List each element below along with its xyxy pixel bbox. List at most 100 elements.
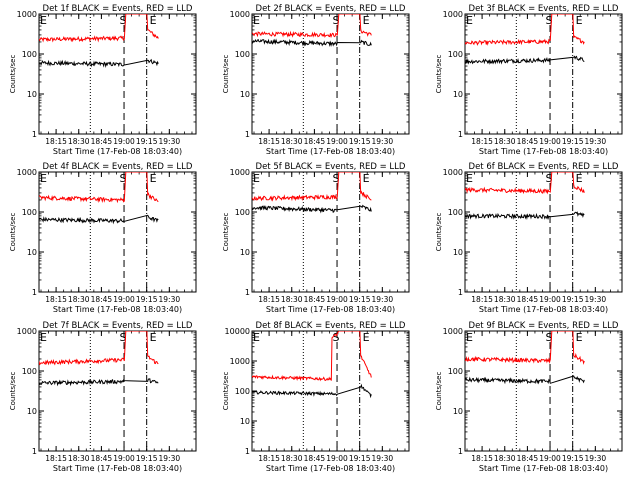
y-tick-label: 1000 (230, 357, 250, 366)
end-marker-label: E (363, 331, 370, 344)
chart-title: Det 1f BLACK = Events, RED = LLD (43, 4, 193, 14)
plot-frame (38, 13, 197, 135)
end-marker-label: E (253, 14, 260, 27)
x-tick-label: 18:30 (68, 137, 90, 146)
y-axis-label: Counts/sec (435, 372, 443, 411)
start-marker-label: S (120, 331, 127, 344)
x-tick-label: 19:00 (326, 454, 348, 463)
end-marker-label: E (466, 331, 473, 344)
x-tick-label: 19:15 (562, 295, 584, 304)
y-tick-label: 10 (240, 90, 250, 99)
x-tick-label: 18:30 (494, 454, 516, 463)
chart-title: Det 6f BLACK = Events, RED = LLD (469, 162, 619, 172)
chart-panel: Det 9f BLACK = Events, RED = LLD 1 10 100 10… (435, 321, 623, 473)
x-tick-label: 18:15 (471, 137, 493, 146)
x-tick-label: 18:45 (304, 454, 326, 463)
x-axis-label: Start Time (17-Feb-08 18:03:40) (266, 464, 395, 473)
x-tick-label: 18:15 (45, 454, 67, 463)
chart-panel: Det 8f BLACK = Events, RED = LLD 1 10 100 10… (222, 321, 410, 473)
chart-panel: Det 2f BLACK = Events, RED = LLD 1 10 100 10… (222, 4, 410, 156)
lld-series-line (39, 14, 159, 43)
lld-series-line (252, 14, 372, 39)
x-tick-label: 18:45 (517, 454, 539, 463)
chart-title: Det 2f BLACK = Events, RED = LLD (256, 4, 406, 14)
y-tick-label: 10 (240, 248, 250, 257)
x-tick-label: 19:30 (159, 454, 181, 463)
chart-title: Det 9f BLACK = Events, RED = LLD (469, 321, 619, 331)
events-series-line (39, 214, 159, 225)
x-axis-label: Start Time (17-Feb-08 18:03:40) (53, 464, 182, 473)
x-tick-label: 18:30 (281, 295, 303, 304)
chart-title: Det 5f BLACK = Events, RED = LLD (256, 162, 406, 172)
end-marker-label: E (363, 14, 370, 27)
x-tick-label: 18:30 (281, 454, 303, 463)
end-marker-label: E (363, 172, 370, 185)
x-tick-label: 18:45 (304, 295, 326, 304)
chart-panel: Det 7f BLACK = Events, RED = LLD 1 10 100 10… (9, 321, 197, 473)
end-marker-label: E (40, 14, 47, 27)
x-tick-label: 18:45 (91, 295, 113, 304)
x-tick-label: 18:45 (304, 137, 326, 146)
chart-panel: Det 5f BLACK = Events, RED = LLD 1 10 100 10… (222, 162, 410, 314)
events-series-line (39, 58, 159, 68)
x-axis-label: Start Time (17-Feb-08 18:03:40) (266, 305, 395, 314)
y-tick-label: 1 (245, 130, 250, 139)
x-tick-label: 18:15 (258, 454, 280, 463)
lld-series-line (465, 14, 585, 46)
y-tick-label: 10000 (225, 327, 250, 336)
x-tick-label: 19:00 (326, 295, 348, 304)
x-tick-label: 19:30 (372, 454, 394, 463)
start-marker-label: S (120, 14, 127, 27)
x-tick-label: 19:30 (159, 137, 181, 146)
y-axis-label: Counts/sec (435, 55, 443, 94)
x-tick-label: 19:15 (136, 137, 158, 146)
lld-series-line (39, 172, 159, 204)
y-axis-label: Counts/sec (222, 213, 230, 252)
x-tick-label: 19:15 (562, 454, 584, 463)
y-tick-label: 1 (245, 288, 250, 297)
x-tick-label: 18:45 (91, 137, 113, 146)
x-tick-label: 19:15 (349, 137, 371, 146)
y-tick-label: 1000 (230, 168, 250, 177)
y-tick-label: 1 (32, 447, 37, 456)
x-tick-label: 18:45 (517, 295, 539, 304)
y-tick-label: 1 (32, 288, 37, 297)
y-tick-label: 100 (22, 50, 37, 59)
y-axis-label: Counts/sec (435, 213, 443, 252)
y-axis-label: Counts/sec (222, 372, 230, 411)
plot-frame (464, 13, 623, 135)
x-tick-label: 18:30 (494, 137, 516, 146)
y-tick-label: 10 (27, 407, 37, 416)
end-marker-label: E (253, 331, 260, 344)
x-tick-label: 18:15 (471, 295, 493, 304)
end-marker-label: E (150, 331, 157, 344)
y-tick-label: 1000 (443, 327, 463, 336)
chart-panel: Det 1f BLACK = Events, RED = LLD 1 10 100 10… (9, 4, 197, 156)
lld-series-line (39, 331, 159, 366)
y-tick-label: 10 (453, 248, 463, 257)
x-tick-label: 19:00 (113, 295, 135, 304)
end-marker-label: E (150, 172, 157, 185)
x-tick-label: 19:30 (585, 295, 607, 304)
lld-series-line (252, 331, 372, 382)
end-marker-label: E (40, 331, 47, 344)
start-marker-label: S (333, 172, 340, 185)
y-tick-label: 1000 (230, 10, 250, 19)
y-tick-label: 1000 (443, 10, 463, 19)
chart-title: Det 3f BLACK = Events, RED = LLD (469, 4, 619, 14)
events-series-line (39, 378, 159, 387)
plot-frame (38, 330, 197, 452)
y-tick-label: 100 (235, 387, 250, 396)
lld-series-line (465, 331, 585, 365)
x-tick-label: 19:30 (372, 137, 394, 146)
x-tick-label: 19:30 (585, 454, 607, 463)
start-marker-label: S (546, 172, 553, 185)
events-series-line (252, 383, 372, 399)
x-tick-label: 19:30 (372, 295, 394, 304)
end-marker-label: E (40, 172, 47, 185)
y-axis-label: Counts/sec (222, 55, 230, 94)
y-tick-label: 10 (27, 90, 37, 99)
x-tick-label: 18:15 (258, 137, 280, 146)
start-marker-label: S (546, 331, 553, 344)
